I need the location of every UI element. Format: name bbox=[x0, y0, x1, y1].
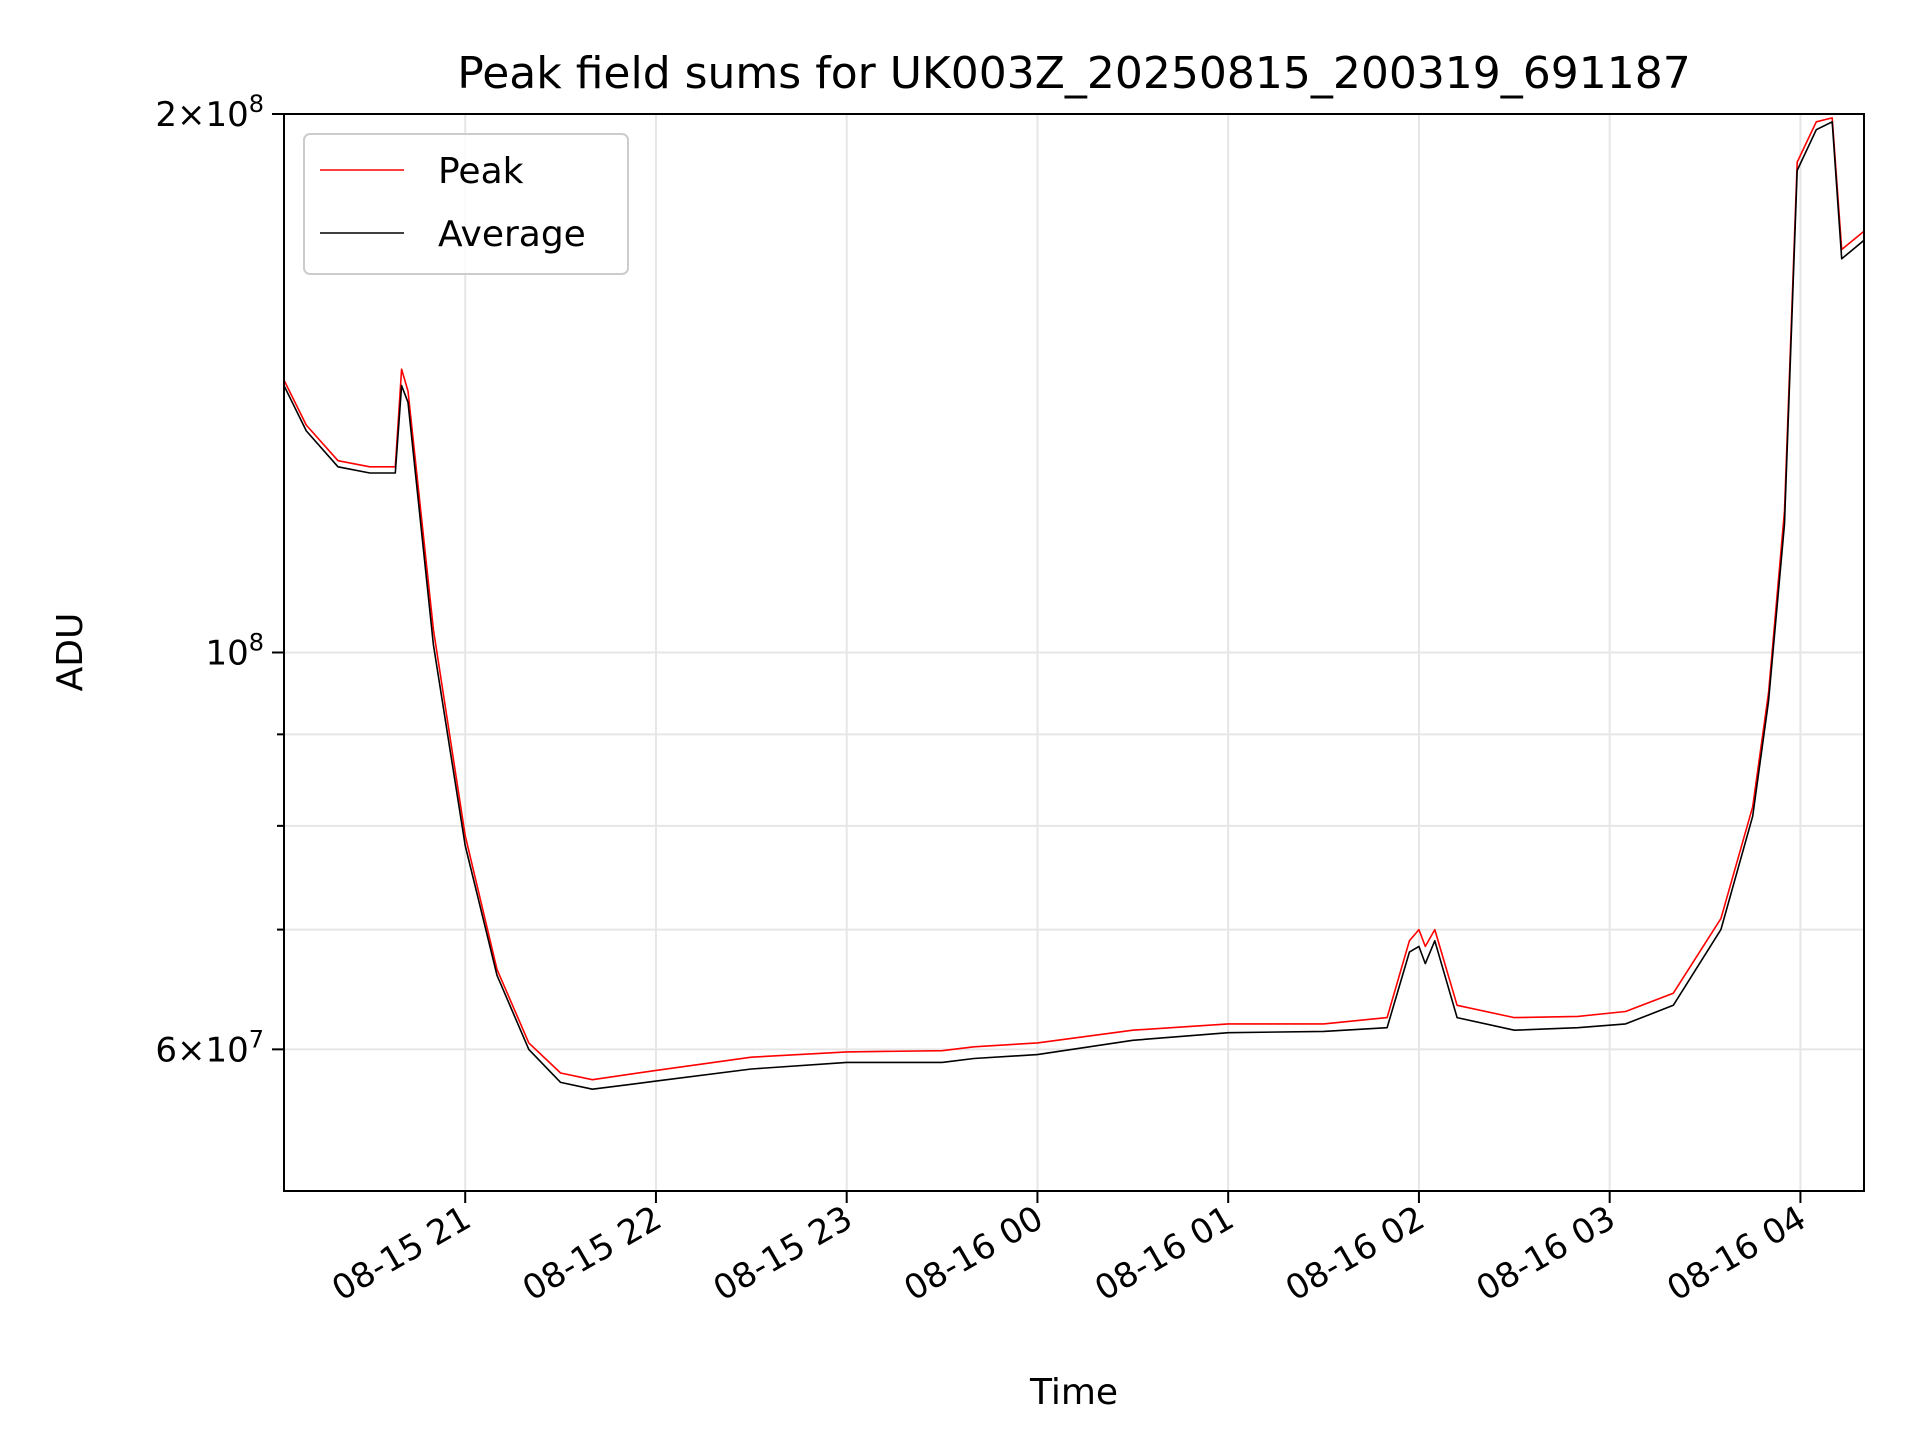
y-tick-label: 108 bbox=[205, 629, 264, 674]
legend: Peak Average bbox=[303, 133, 629, 275]
series-lines bbox=[284, 117, 1864, 1090]
average-series-line bbox=[284, 121, 1864, 1090]
y-axis-ticks: 6×107 108 2×108 bbox=[155, 90, 284, 1070]
y-tick-label: 6×107 bbox=[155, 1025, 264, 1070]
legend-box bbox=[303, 133, 629, 275]
chart-title: Peak field sums for UK003Z_20250815_2003… bbox=[457, 48, 1691, 99]
x-axis-label: Time bbox=[1029, 1372, 1118, 1413]
y-axis-label: ADU bbox=[50, 613, 91, 692]
legend-peak-label: Peak bbox=[438, 151, 524, 192]
legend-average-label: Average bbox=[438, 214, 586, 255]
peak-series-line bbox=[284, 117, 1864, 1081]
y-tick-label: 2×108 bbox=[155, 90, 264, 135]
